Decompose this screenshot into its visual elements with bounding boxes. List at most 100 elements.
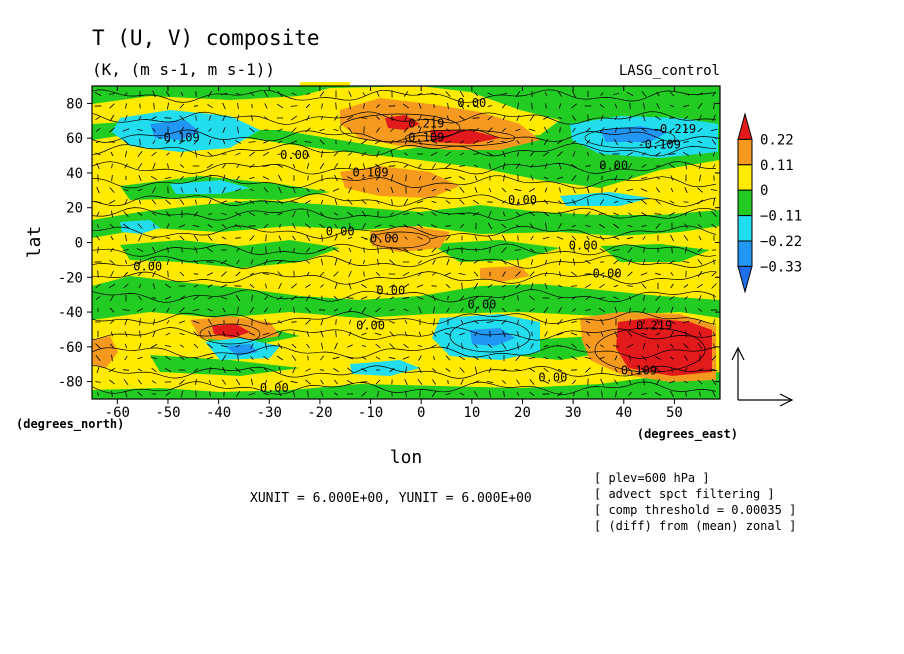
shaded-region (480, 266, 530, 282)
contour-label: 0.00 (133, 259, 162, 273)
y-tick-label: 60 (66, 131, 83, 147)
contour-label: 0.00 (569, 238, 598, 252)
x-tick-label: 10 (463, 405, 480, 421)
contour-line (91, 255, 717, 269)
y-axis-ticks: 80 60 40 20 0 -20 -40 -60 -80 (58, 96, 720, 391)
colorbar-label: −0.33 (760, 259, 802, 275)
contour-line (199, 323, 261, 345)
y-axis-units: (degrees_north) (16, 417, 124, 432)
note-diff: [ (diff) from (mean) zonal ] (594, 519, 796, 533)
x-axis-units: (degrees_east) (637, 427, 738, 442)
contour-line (91, 175, 717, 189)
shaded-region (120, 220, 160, 234)
contour-label: 0.219 (408, 117, 444, 131)
contour-label: 0.00 (599, 158, 628, 172)
x-tick-label: 50 (666, 405, 683, 421)
note-threshold: [ comp threshold = 0.00035 ] (594, 503, 796, 517)
shaded-region (560, 192, 650, 206)
contour-label: 0.00 (508, 193, 537, 207)
x-tick-label: -50 (155, 405, 180, 421)
x-tick-label: -20 (307, 405, 332, 421)
contour-line (91, 207, 717, 221)
contour-label: 0.00 (260, 381, 289, 395)
shaded-region (430, 130, 500, 144)
contour-line (91, 327, 717, 341)
contour-line (449, 319, 531, 353)
x-tick-label: -30 (257, 405, 282, 421)
contour-line (91, 311, 717, 325)
shaded-region (616, 318, 712, 376)
wind-vectors (94, 90, 718, 398)
colorbar-swatch (737, 164, 753, 191)
contour-labels: 0.000.2190.109-0.1090.000.1090.00-0.219-… (133, 96, 696, 395)
shaded-region (225, 344, 258, 356)
contour-line (91, 193, 717, 207)
x-tick-label: 30 (565, 405, 582, 421)
y-tick-label: -40 (58, 305, 83, 321)
contour-line (91, 89, 717, 103)
y-tick-label: -80 (58, 375, 83, 391)
y-tick-label: -60 (58, 340, 83, 356)
contour-line (91, 129, 717, 143)
colorbar-swatch (737, 265, 753, 294)
x-axis-ticks: -60 -50 -40 -30 -20 -10 0 10 20 30 40 50 (105, 86, 683, 421)
contour-line (91, 271, 716, 285)
y-tick-label: -20 (58, 270, 83, 286)
contour-line (91, 225, 717, 239)
contour-label: 0.00 (356, 318, 385, 332)
contour-line (91, 161, 717, 175)
contour-label: 0.219 (636, 318, 672, 332)
contour-lines (91, 89, 717, 395)
contour-label: 0.00 (457, 96, 486, 110)
contour-line (584, 127, 676, 149)
contour-line (369, 231, 431, 249)
colorbar-swatch (737, 240, 753, 267)
contour-label: 0.00 (538, 371, 567, 385)
shaded-region (340, 166, 460, 198)
colorbar-label: 0 (760, 183, 768, 199)
contour-line (91, 111, 717, 125)
contour-label: -0.00 (363, 232, 399, 246)
wind-vector-field (94, 90, 718, 398)
x-tick-label: -40 (206, 405, 231, 421)
x-tick-label: 40 (615, 405, 632, 421)
x-tick-label: -10 (358, 405, 383, 421)
shaded-region (300, 82, 350, 86)
contour-label: 0.00 (280, 148, 309, 162)
chart-subtitle: (K, (m s-1, m s-1)) (92, 60, 275, 79)
contour-label: -0.109 (638, 138, 681, 152)
colorbar-swatch (737, 215, 753, 242)
contour-line (91, 365, 717, 379)
colorbar-swatch (737, 189, 753, 217)
shaded-region (92, 226, 720, 300)
contour-label: 0.00 (326, 225, 355, 239)
colorbar-label: −0.11 (760, 209, 802, 225)
shaded-region (600, 126, 668, 142)
x-tick-label: -60 (105, 405, 130, 421)
y-tick-label: 0 (75, 236, 83, 252)
contour-label: 0.00 (468, 298, 497, 312)
contour-label: -0.00 (585, 266, 621, 280)
contour-line (594, 327, 706, 373)
experiment-label: LASG_control (619, 63, 720, 79)
y-tick-label: 40 (66, 166, 83, 182)
contour-label: -0.219 (653, 122, 696, 136)
shaded-region (385, 115, 420, 130)
x-axis-label: lon (390, 447, 423, 468)
shaded-region (92, 336, 118, 368)
x-tick-label: 20 (514, 405, 531, 421)
shaded-region (150, 355, 300, 376)
note-plev: [ plev=600 hPa ] (594, 471, 710, 485)
contour-label: 0.109 (352, 165, 388, 179)
shaded-region (430, 240, 560, 262)
note-filtering: [ advect spct filtering ] (594, 487, 775, 501)
x-tick-label: 0 (417, 405, 425, 421)
contour-label: 0.109 (408, 131, 444, 145)
y-tick-label: 20 (66, 201, 83, 217)
y-tick-label: 80 (66, 96, 83, 112)
plot-area: 0.000.2190.109-0.1090.000.1090.00-0.219-… (58, 82, 721, 421)
contour-label: 0.109 (621, 364, 657, 378)
colorbar-label: 0.22 (760, 132, 794, 148)
vector-units: XUNIT = 6.000E+00, YUNIT = 6.000E+00 (250, 491, 532, 506)
